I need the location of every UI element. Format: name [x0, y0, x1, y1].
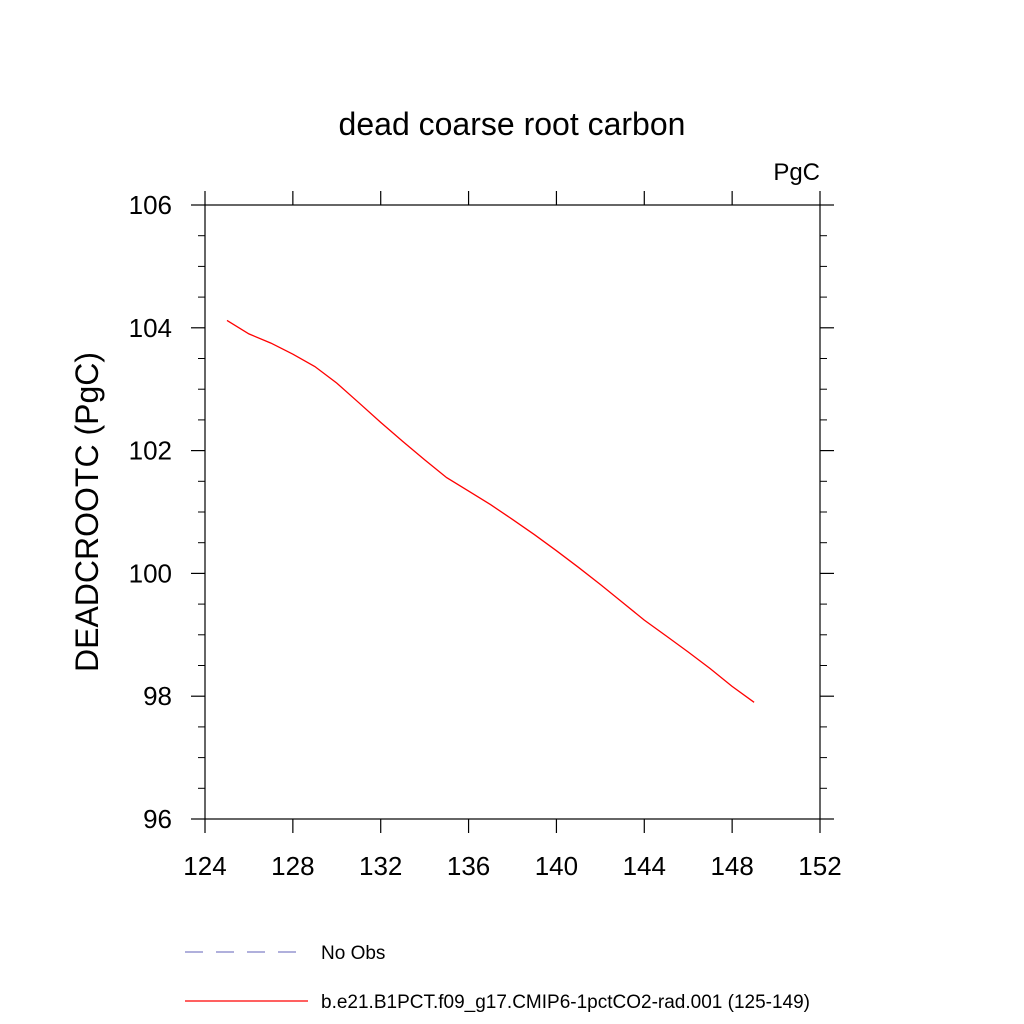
- y-tick-label: 102: [129, 436, 172, 466]
- plot-frame: [204, 204, 821, 820]
- y-tick-label: 96: [143, 804, 172, 834]
- y-tick-label: 100: [129, 558, 172, 588]
- chart-title: dead coarse root carbon: [339, 106, 686, 142]
- axis-tick-labels: 124 128 132 136 140 144 148 152 96 98 100 102 104 106: [129, 190, 842, 881]
- y-tick-label: 98: [143, 681, 172, 711]
- series-line: [226, 319, 755, 703]
- axis-ticks: [191, 191, 834, 833]
- x-tick-label: 132: [359, 851, 402, 881]
- x-tick-label: 140: [535, 851, 578, 881]
- y-tick-label: 104: [129, 313, 172, 343]
- y-tick-label: 106: [129, 190, 172, 220]
- series-group: [226, 319, 755, 703]
- x-tick-label: 144: [623, 851, 666, 881]
- legend-label: No Obs: [321, 943, 385, 964]
- x-tick-label: 128: [271, 851, 314, 881]
- legend-label: b.e21.B1PCT.f09_g17.CMIP6-1pctCO2-rad.00…: [321, 992, 810, 1013]
- x-tick-label: 136: [447, 851, 490, 881]
- legend: No Obs b.e21.B1PCT.f09_g17.CMIP6-1pctCO2-…: [185, 943, 810, 1013]
- x-tick-label: 124: [183, 851, 226, 881]
- y-axis-label: DEADCROOTC (PgC): [69, 352, 105, 672]
- units-label: PgC: [773, 159, 820, 186]
- x-tick-label: 148: [710, 851, 753, 881]
- x-tick-label: 152: [798, 851, 841, 881]
